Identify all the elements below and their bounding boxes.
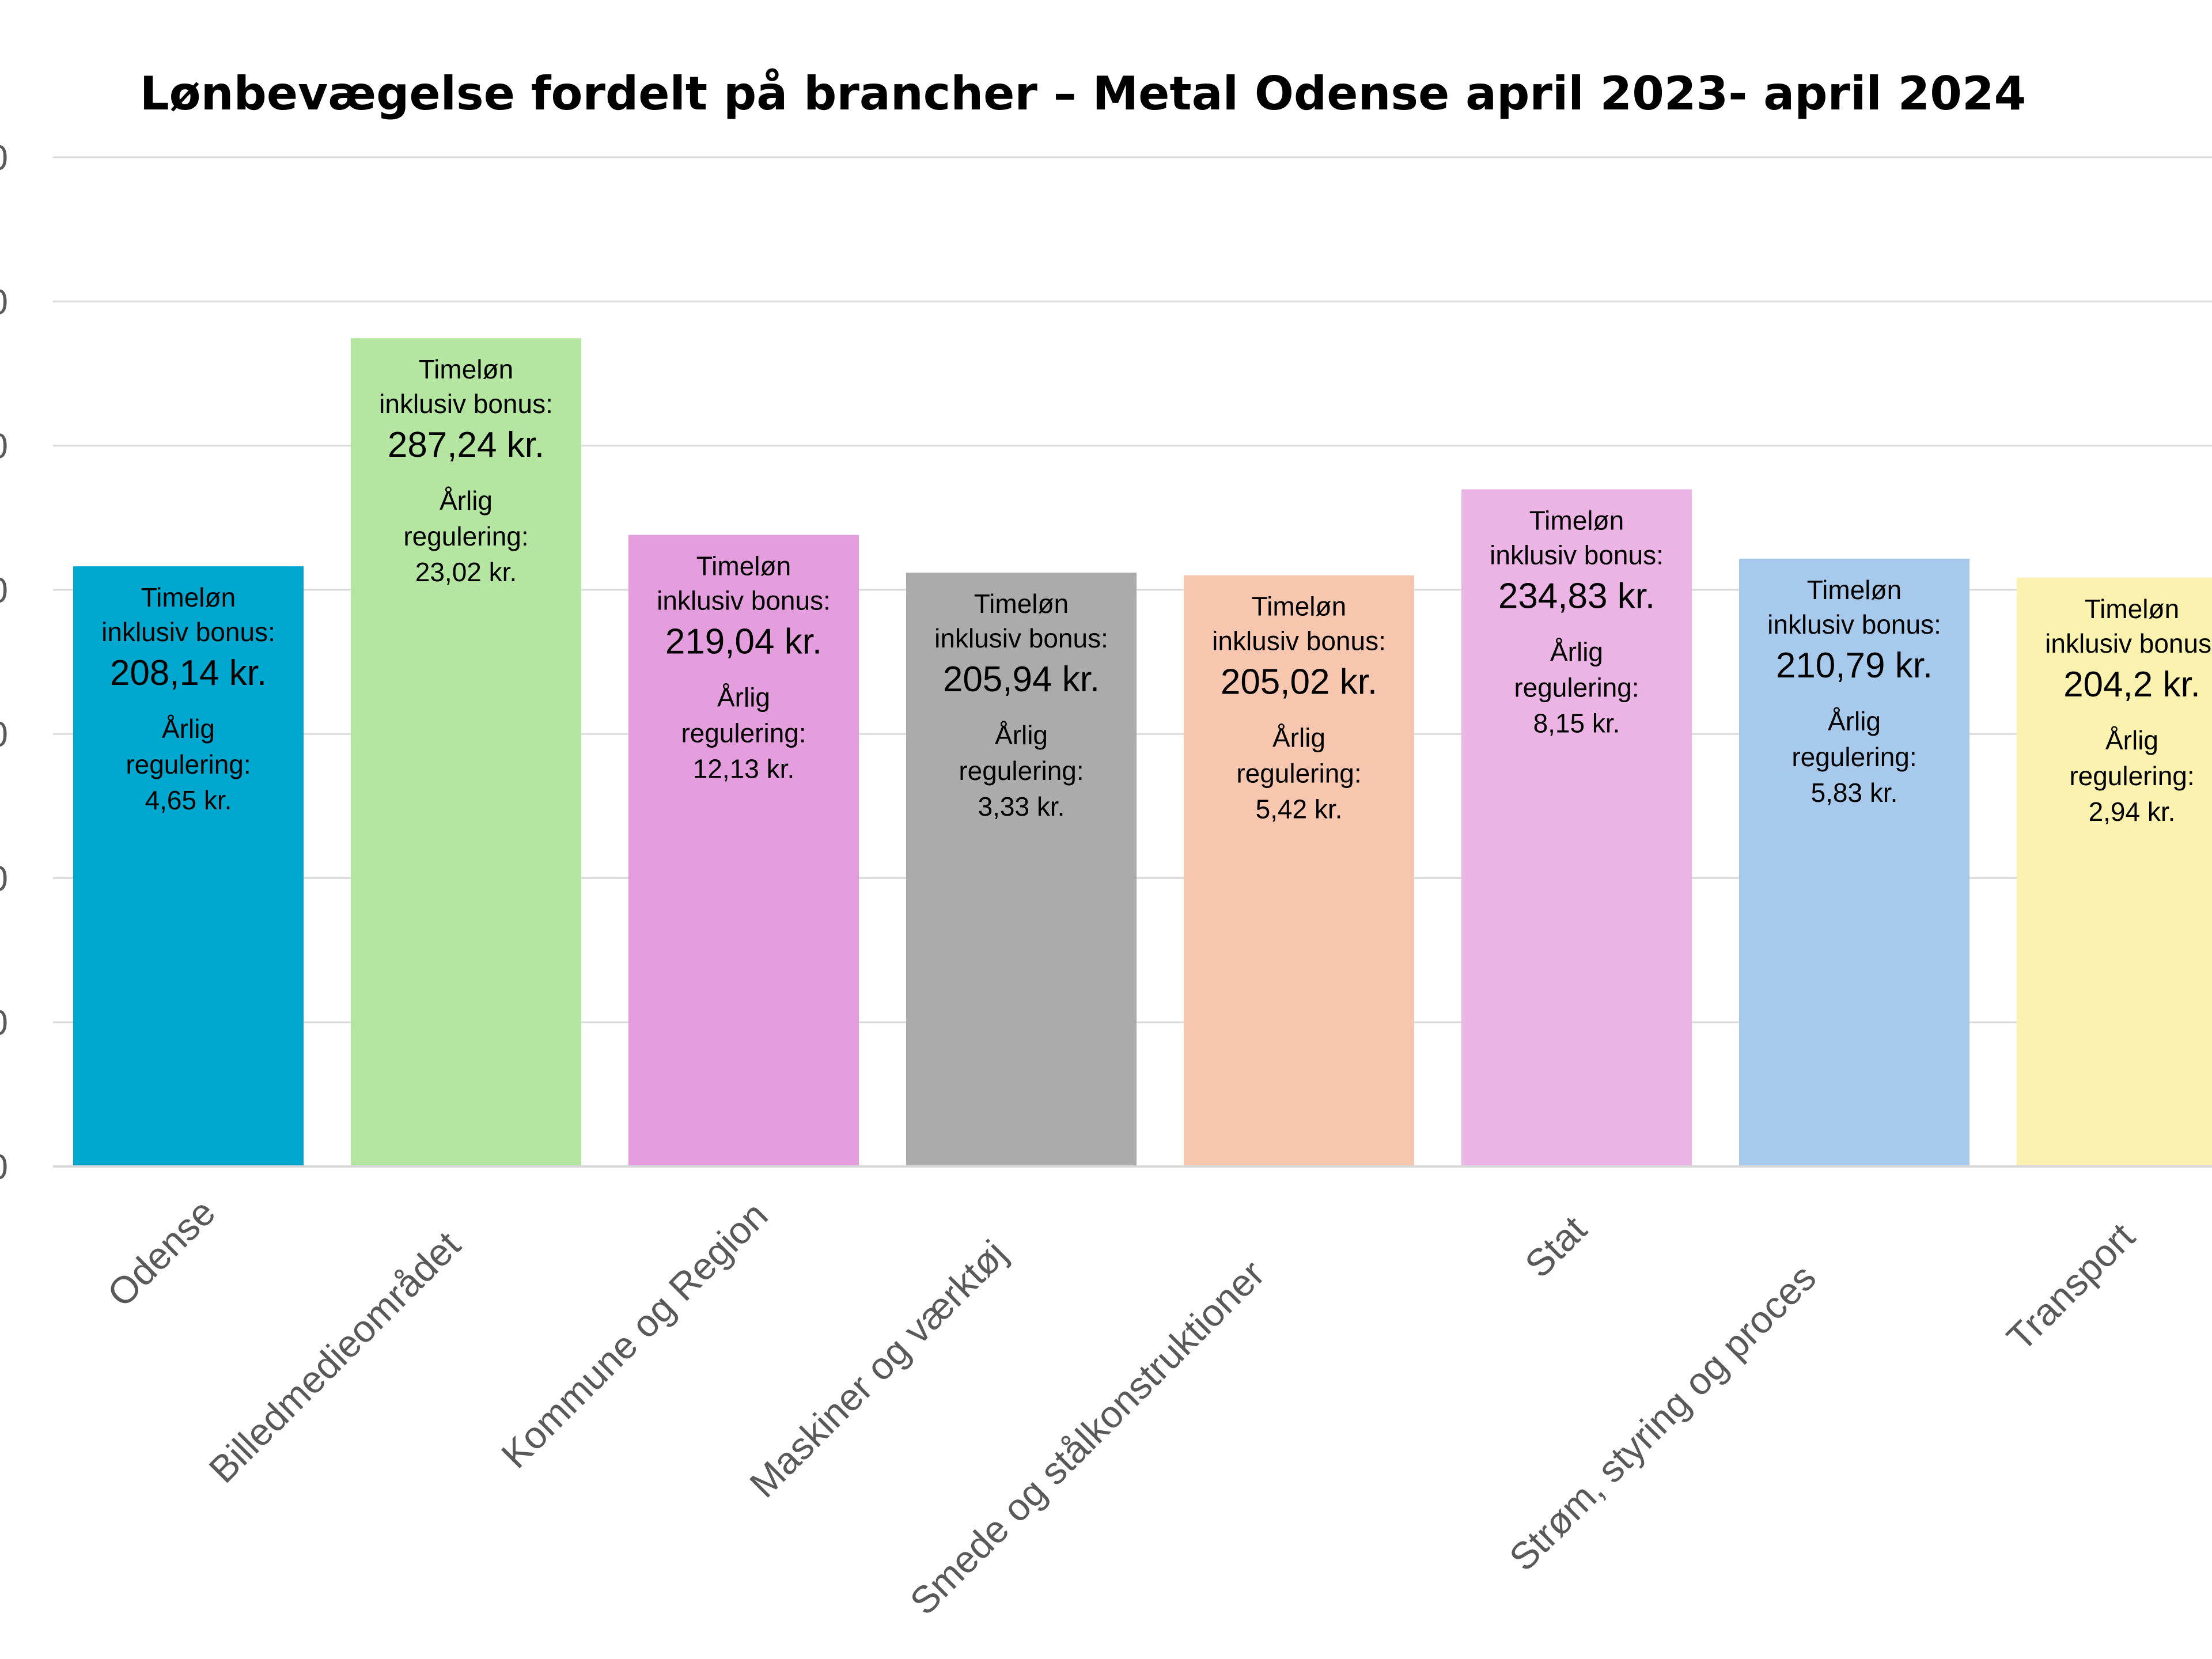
bar: [2017, 577, 2212, 1166]
data-label-text: inklusiv bonus:: [1212, 626, 1386, 656]
x-tick-label: Strøm, styring og proces: [1501, 1256, 1824, 1579]
y-tick-label: 150: [0, 715, 8, 755]
y-tick-label: 300: [0, 282, 8, 322]
y-tick-label: 350: [0, 138, 8, 178]
y-tick-label: 50: [0, 1003, 8, 1043]
data-label-text: inklusiv bonus:: [101, 617, 275, 647]
data-label-text: inklusiv bonus:: [2045, 628, 2212, 658]
data-label-text: regulering:: [403, 521, 528, 551]
data-label-text: Årlig: [1550, 637, 1603, 667]
x-tick-label: Kommune og Region: [493, 1194, 776, 1476]
data-label-text: Timeløn: [1807, 575, 1902, 605]
data-label-text: inklusiv bonus:: [657, 586, 831, 616]
data-label-text: Timeløn: [696, 551, 791, 581]
x-tick-label: Odense: [99, 1191, 224, 1315]
data-label-text: Timeløn: [2085, 594, 2179, 624]
data-label-text: regulering:: [959, 756, 1084, 786]
data-label-text: Timeløn: [1252, 592, 1346, 622]
bar: [73, 566, 304, 1167]
data-label-text: regulering:: [1514, 673, 1639, 703]
data-label-text: regulering:: [1791, 742, 1916, 772]
bars: [73, 338, 2212, 1167]
data-label-text: 5,83 kr.: [1811, 778, 1898, 808]
data-label-text: regulering:: [681, 718, 806, 748]
y-axis-ticks: 0 50 100 150 200 250 300 350: [0, 138, 8, 1187]
data-label-text: regulering:: [1236, 759, 1361, 789]
data-label-text: Årlig: [717, 683, 770, 713]
data-label-text: Årlig: [162, 714, 215, 744]
x-tick-label: Transport: [1998, 1215, 2142, 1359]
y-tick-label: 200: [0, 571, 8, 611]
x-tick-label: Billedmedieområdet: [200, 1223, 468, 1491]
data-label-text: regulering:: [2069, 761, 2194, 791]
bar: [628, 535, 859, 1166]
data-label-text: Årlig: [2105, 725, 2158, 755]
x-tick-label: Maskiner og værktøj: [741, 1232, 1015, 1506]
bar: [1739, 558, 1969, 1166]
data-label-text: 23,02 kr.: [415, 557, 517, 587]
data-label-text: inklusiv bonus:: [934, 623, 1108, 653]
data-label-text: Timeløn: [141, 582, 236, 612]
data-label-value: 219,04 kr.: [665, 622, 822, 662]
data-labels: Timeløn inklusiv bonus: 208,14 kr. Årlig reg…: [101, 354, 2212, 827]
data-label-text: inklusiv bonus:: [1490, 540, 1664, 570]
data-label-text: 5,42 kr.: [1256, 794, 1343, 824]
data-label-text: inklusiv bonus:: [379, 389, 553, 419]
bar: [351, 338, 581, 1166]
bar: [906, 573, 1137, 1166]
data-label-text: 12,13 kr.: [693, 754, 794, 784]
data-label-text: 8,15 kr.: [1533, 709, 1620, 738]
data-label-text: Årlig: [1272, 723, 1325, 753]
y-tick-label: 0: [0, 1147, 8, 1187]
data-label-text: Timeløn: [1529, 506, 1624, 536]
y-tick-label: 250: [0, 427, 8, 467]
data-label-text: Årlig: [440, 486, 493, 516]
data-label-value: 208,14 kr.: [110, 653, 267, 693]
bar: [1184, 575, 1414, 1166]
data-label-value: 205,94 kr.: [943, 660, 1100, 699]
data-label-text: 4,65 kr.: [145, 785, 232, 815]
bar: [1461, 489, 1692, 1167]
data-label-value: 205,02 kr.: [1221, 662, 1377, 702]
data-label-value: 234,83 kr.: [1498, 577, 1655, 616]
data-label-text: Timeløn: [419, 354, 513, 384]
data-label-text: Årlig: [995, 720, 1048, 750]
data-label-text: regulering:: [126, 749, 251, 779]
data-label-text: Årlig: [1828, 706, 1881, 736]
data-label-value: 204,2 kr.: [2063, 665, 2200, 704]
data-label-value: 210,79 kr.: [1776, 646, 1933, 685]
x-tick-label: Stat: [1517, 1207, 1594, 1285]
y-tick-label: 100: [0, 859, 8, 899]
chart-title: Lønbevægelse fordelt på brancher – Metal…: [140, 67, 2027, 120]
data-label-text: inklusiv bonus:: [1767, 609, 1941, 639]
data-label-text: Timeløn: [974, 589, 1069, 619]
data-label-value: 287,24 kr.: [388, 425, 544, 465]
data-label-text: 2,94 kr.: [2089, 797, 2176, 827]
data-label-text: 3,33 kr.: [978, 791, 1065, 821]
